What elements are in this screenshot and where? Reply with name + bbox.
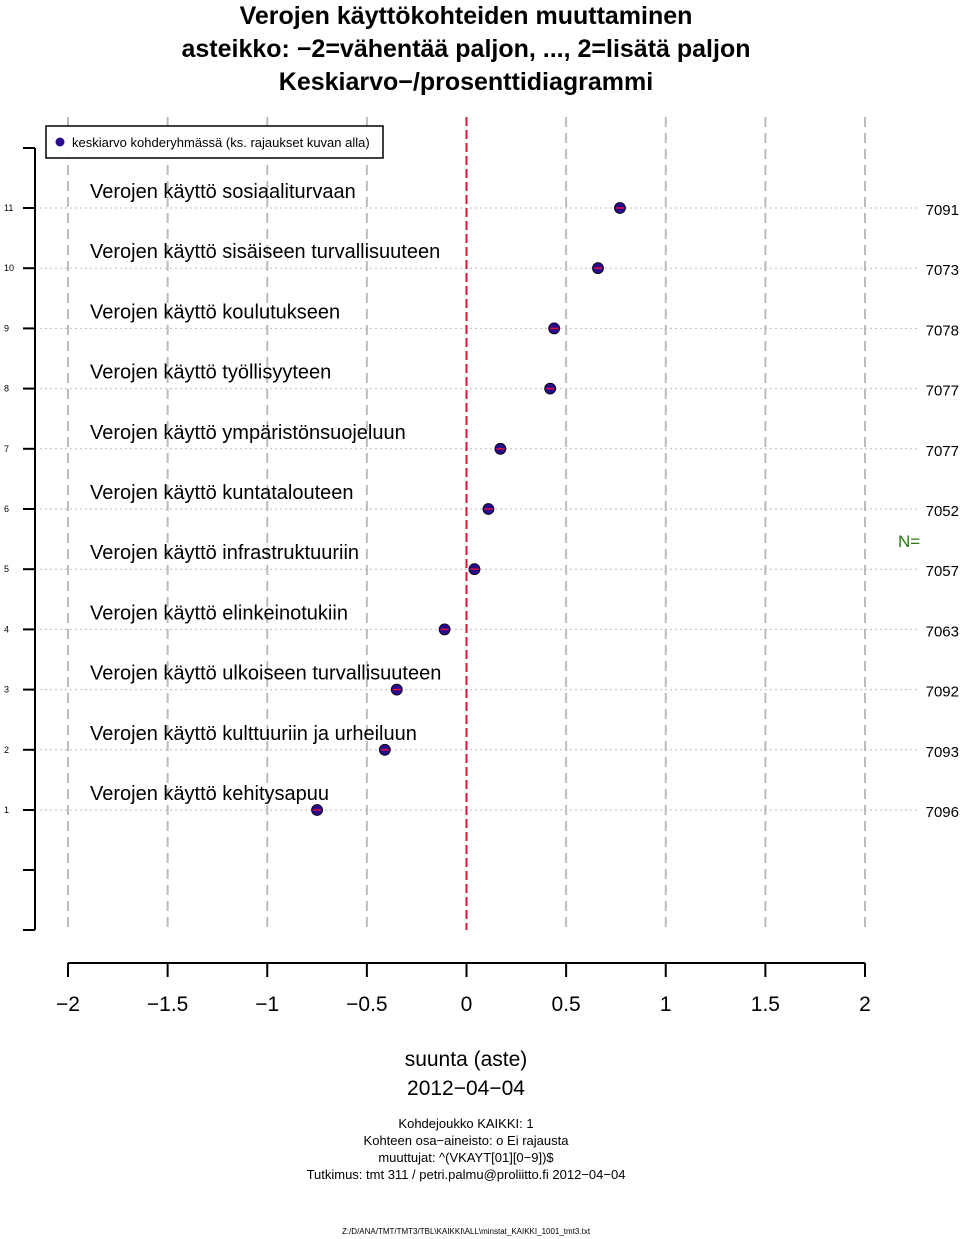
x-axis-label: suunta (aste) [404, 1048, 528, 1071]
n-value: 7077 [926, 383, 959, 400]
n-value: 7078 [926, 322, 959, 339]
x-tick-label: 2 [859, 993, 871, 1016]
item-label: Verojen käyttö kehitysapuu [90, 783, 329, 805]
point-layer [311, 202, 626, 816]
dot-chart: 1 2 3 4 5 6 7 8 9 10 11 −2 −1.5 −1 −0.5 0 0.5 1 1.5 2 keski… [4, 117, 959, 1016]
chart-title-line2: asteikko: −2=vähentää paljon, ..., 2=lis… [181, 35, 751, 63]
footer-line1: Kohdejoukko KAIKKI: 1 [398, 1116, 534, 1131]
x-tick-label: −1 [255, 993, 279, 1016]
x-tick-label: 0 [461, 993, 473, 1016]
y-tick-label: 8 [4, 384, 9, 394]
n-value: 7057 [926, 563, 959, 580]
chart-title-line3: Keskiarvo−/prosenttidiagrammi [278, 68, 654, 96]
footer-line4: Tutkimus: tmt 311 / petri.palmu@proliitt… [306, 1167, 626, 1182]
n-value: 7052 [926, 503, 959, 520]
chart-title-line1: Verojen käyttökohteiden muuttaminen [239, 2, 693, 30]
y-tick-label: 9 [4, 323, 9, 333]
item-label: Verojen käyttö infrastruktuuriin [90, 542, 359, 564]
y-tick-label: 10 [4, 263, 14, 273]
y-tick-label: 6 [4, 504, 9, 514]
footer-line2: Kohteen osa−aineisto: o Ei rajausta [363, 1133, 569, 1148]
y-tick-label: 11 [4, 203, 13, 213]
item-label: Verojen käyttö sisäiseen turvallisuuteen [90, 241, 440, 263]
label-layer: Verojen käyttö sosiaaliturvaan 7091 Veroje… [90, 181, 959, 821]
legend-box [45, 125, 384, 159]
item-label: Verojen käyttö ympäristönsuojeluun [90, 422, 406, 444]
y-tick-label: 4 [4, 624, 9, 634]
n-label: N= [898, 532, 920, 551]
n-value: 7077 [926, 443, 959, 460]
y-tick-label: 3 [4, 685, 9, 695]
item-label: Verojen käyttö elinkeinotukiin [90, 602, 348, 624]
axis-layer: 1 2 3 4 5 6 7 8 9 10 11 −2 −1.5 −1 −0.5 0 0.5 1 1.5 2 [4, 147, 871, 1016]
item-label: Verojen käyttö kuntatalouteen [90, 482, 354, 504]
item-label: Verojen käyttö sosiaaliturvaan [90, 181, 356, 203]
y-tick-label: 1 [4, 805, 9, 815]
item-label: Verojen käyttö työllisyyteen [90, 362, 331, 384]
y-tick-label: 5 [4, 564, 9, 574]
y-tick-label: 7 [4, 444, 9, 454]
x-tick-label: 0.5 [552, 993, 581, 1016]
item-label: Verojen käyttö ulkoiseen turvallisuuteen [90, 663, 441, 685]
n-value: 7073 [926, 262, 959, 279]
item-label: Verojen käyttö koulutukseen [90, 301, 340, 323]
x-tick-label: −0.5 [346, 993, 387, 1016]
grid-layer [40, 117, 920, 930]
x-tick-label: 1.5 [751, 993, 780, 1016]
n-value: 7093 [926, 744, 959, 761]
legend: keskiarvo kohderyhmässä (ks. rajaukset k… [45, 125, 384, 159]
x-tick-label: −2 [56, 993, 80, 1016]
n-value: 7092 [926, 684, 959, 701]
x-tick-label: −1.5 [147, 993, 188, 1016]
n-value: 7091 [926, 202, 959, 219]
footer-path: Z:/D/ANA/TMT/TMT3/TBL\KAIKKI\ALL\minstat… [341, 1227, 591, 1236]
legend-label: keskiarvo kohderyhmässä (ks. rajaukset k… [72, 135, 370, 150]
y-tick-label: 2 [4, 745, 9, 755]
n-value: 7096 [926, 804, 959, 821]
n-value: 7063 [926, 623, 959, 640]
x-tick-label: 1 [660, 993, 672, 1016]
date-label: 2012−04−04 [407, 1077, 525, 1100]
item-label: Verojen käyttö kulttuuriin ja urheiluun [90, 723, 417, 745]
legend-marker [55, 137, 65, 147]
footer-line3: muuttujat: ^(VKAYT[01][0−9])$ [378, 1150, 554, 1165]
